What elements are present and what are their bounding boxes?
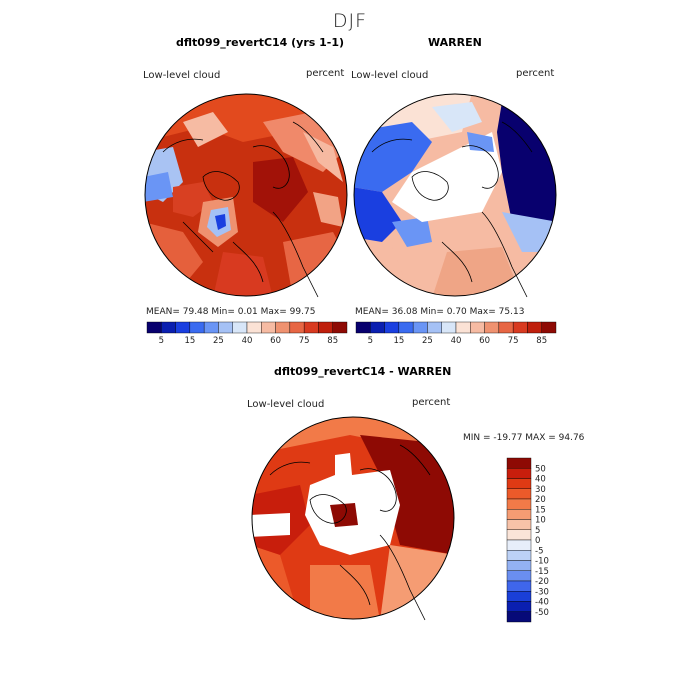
left-stats: MEAN= 79.48 Min= 0.01 Max= 99.75 xyxy=(146,307,316,317)
figure-title: DJF xyxy=(332,10,368,32)
diff-colorbar-swatch xyxy=(506,488,532,500)
diff-polar-map xyxy=(251,416,455,621)
right-colorbar-tick-label: 15 xyxy=(393,336,404,346)
right-colorbar-tick-label: 75 xyxy=(508,336,519,346)
diff-colorbar-tick-label: 15 xyxy=(535,505,546,515)
diff-colorbar-swatch xyxy=(506,468,532,479)
right-colorbar-swatch xyxy=(512,321,528,334)
right-colorbar-swatch xyxy=(384,321,400,334)
left-colorbar-swatch xyxy=(175,321,191,334)
left-colorbar-swatch xyxy=(289,321,305,334)
diff-variable-label: Low-level cloud xyxy=(247,399,325,410)
diff-colorbar-tick-label: -5 xyxy=(535,546,543,556)
diff-colorbar-swatch xyxy=(506,457,532,469)
left-colorbar-swatch xyxy=(332,321,348,334)
right-polar-map xyxy=(353,93,557,298)
left-colorbar-tick-label: 85 xyxy=(327,336,338,346)
diff-colorbar-tick-label: -15 xyxy=(535,567,549,577)
diff-colorbar-tick-label: -10 xyxy=(535,557,549,567)
left-colorbar-swatch xyxy=(303,321,319,334)
left-units-label: percent xyxy=(306,68,345,79)
diff-colorbar-swatch xyxy=(506,539,532,551)
left-colorbar-tick-label: 5 xyxy=(159,336,164,346)
right-variable-label: Low-level cloud xyxy=(351,70,429,81)
diff-colorbar-tick-label: 10 xyxy=(535,516,546,526)
right-colorbar-swatch xyxy=(527,321,542,334)
right-colorbar-swatch xyxy=(541,321,557,334)
diff-panel-title: dflt099_revertC14 - WARREN xyxy=(274,365,452,378)
diff-colorbar-swatch xyxy=(506,570,532,582)
left-colorbar-swatch xyxy=(232,321,248,334)
right-stats: MEAN= 36.08 Min= 0.70 Max= 75.13 xyxy=(355,307,525,317)
right-colorbar-swatch xyxy=(470,321,485,334)
diff-units-label: percent xyxy=(412,397,451,408)
diff-colorbar-swatch xyxy=(506,560,532,571)
left-colorbar-swatch xyxy=(246,321,262,334)
diff-colorbar-tick-label: 20 xyxy=(535,495,546,505)
diff-colorbar-swatch xyxy=(506,611,532,623)
right-colorbar-tick-label: 40 xyxy=(451,336,462,346)
right-panel-title: WARREN xyxy=(428,36,482,49)
right-colorbar-swatch xyxy=(441,321,457,334)
left-colorbar-tick-label: 75 xyxy=(299,336,310,346)
diff-colorbar-tick-label: 30 xyxy=(535,485,546,495)
left-colorbar-tick-label: 15 xyxy=(184,336,195,346)
diff-colorbar-tick-label: 40 xyxy=(535,475,546,485)
right-colorbar-swatch xyxy=(412,321,428,334)
left-colorbar-swatch xyxy=(146,321,162,334)
diff-colorbar-tick-label: 5 xyxy=(535,526,540,536)
right-colorbar-swatch xyxy=(455,321,471,334)
right-colorbar-tick-label: 5 xyxy=(368,336,373,346)
right-colorbar: 515254060758595 xyxy=(355,321,557,346)
diff-colorbar-tick-label: -40 xyxy=(535,598,549,608)
right-units-label: percent xyxy=(516,68,555,79)
diff-colorbar-swatch xyxy=(506,529,532,541)
right-colorbar-tick-label: 60 xyxy=(479,336,490,346)
diff-colorbar-tick-label: 0 xyxy=(535,536,540,546)
left-colorbar-swatch xyxy=(218,321,233,334)
diff-colorbar-swatch xyxy=(506,509,532,520)
right-colorbar-tick-label: 25 xyxy=(422,336,433,346)
left-colorbar-swatch xyxy=(203,321,219,334)
diff-colorbar-swatch xyxy=(506,550,532,561)
left-colorbar-tick-label: 60 xyxy=(270,336,281,346)
diff-colorbar-tick-label: -50 xyxy=(535,608,549,618)
left-panel-title: dflt099_revertC14 (yrs 1-1) xyxy=(176,36,345,49)
right-colorbar-swatch xyxy=(484,321,500,334)
right-colorbar-swatch xyxy=(370,321,385,334)
right-colorbar-swatch xyxy=(498,321,514,334)
diff-colorbar-swatch xyxy=(506,478,532,489)
diff-colorbar-swatch xyxy=(506,519,532,530)
left-colorbar-swatch xyxy=(275,321,291,334)
left-polar-map xyxy=(144,93,348,298)
left-colorbar-swatch xyxy=(161,321,176,334)
diff-colorbar-tick-label: -20 xyxy=(535,577,549,587)
diff-colorbar-swatch xyxy=(506,601,532,612)
diff-colorbar-swatch xyxy=(506,498,532,510)
left-colorbar-tick-label: 25 xyxy=(213,336,224,346)
diff-minmax: MIN = -19.77 MAX = 94.76 xyxy=(463,433,585,443)
diff-colorbar-tick-label: -30 xyxy=(535,587,549,597)
diff-colorbar-tick-label: 50 xyxy=(535,464,546,474)
right-colorbar-swatch xyxy=(427,321,442,334)
right-colorbar-swatch xyxy=(355,321,371,334)
left-colorbar-tick-label: 40 xyxy=(242,336,253,346)
right-colorbar-swatch xyxy=(398,321,414,334)
left-colorbar-swatch xyxy=(189,321,205,334)
left-variable-label: Low-level cloud xyxy=(143,70,221,81)
left-colorbar-swatch xyxy=(318,321,333,334)
left-colorbar: 515254060758595 xyxy=(146,321,348,346)
left-colorbar-swatch xyxy=(261,321,276,334)
right-colorbar-tick-label: 85 xyxy=(536,336,547,346)
diff-colorbar-swatch xyxy=(506,591,532,602)
diff-colorbar-swatch xyxy=(506,580,532,592)
